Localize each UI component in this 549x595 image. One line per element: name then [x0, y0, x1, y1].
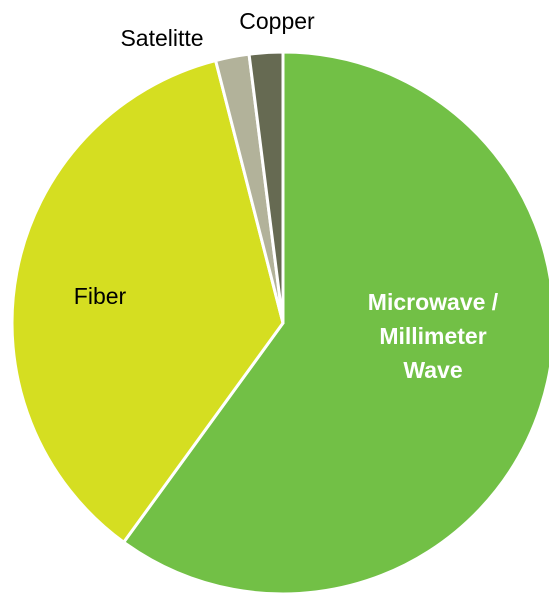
slice-label-line: Copper — [239, 8, 315, 34]
slice-label-line: Microwave / — [368, 289, 499, 315]
slice-label-line: Satelitte — [120, 25, 203, 51]
slice-label-microwave-millimeter-wave: Microwave / Millimeter Wave — [368, 289, 499, 383]
pie-slices — [10, 50, 549, 595]
slice-label-line: Wave — [403, 357, 462, 383]
slice-label-satelitte: Satelitte — [120, 25, 203, 51]
pie-labels: Microwave / Millimeter Wave Fiber Satelitte C… — [74, 8, 499, 383]
pie-slice-copper — [247, 50, 285, 325]
slice-label-fiber: Fiber — [74, 283, 127, 309]
slice-label-line: Fiber — [74, 283, 127, 309]
pie-slice-fiber — [10, 59, 285, 544]
pie-slice-microwave-millimeter-wave — [122, 50, 549, 595]
slice-label-line: Millimeter — [379, 323, 486, 349]
slice-label-copper: Copper — [239, 8, 315, 34]
